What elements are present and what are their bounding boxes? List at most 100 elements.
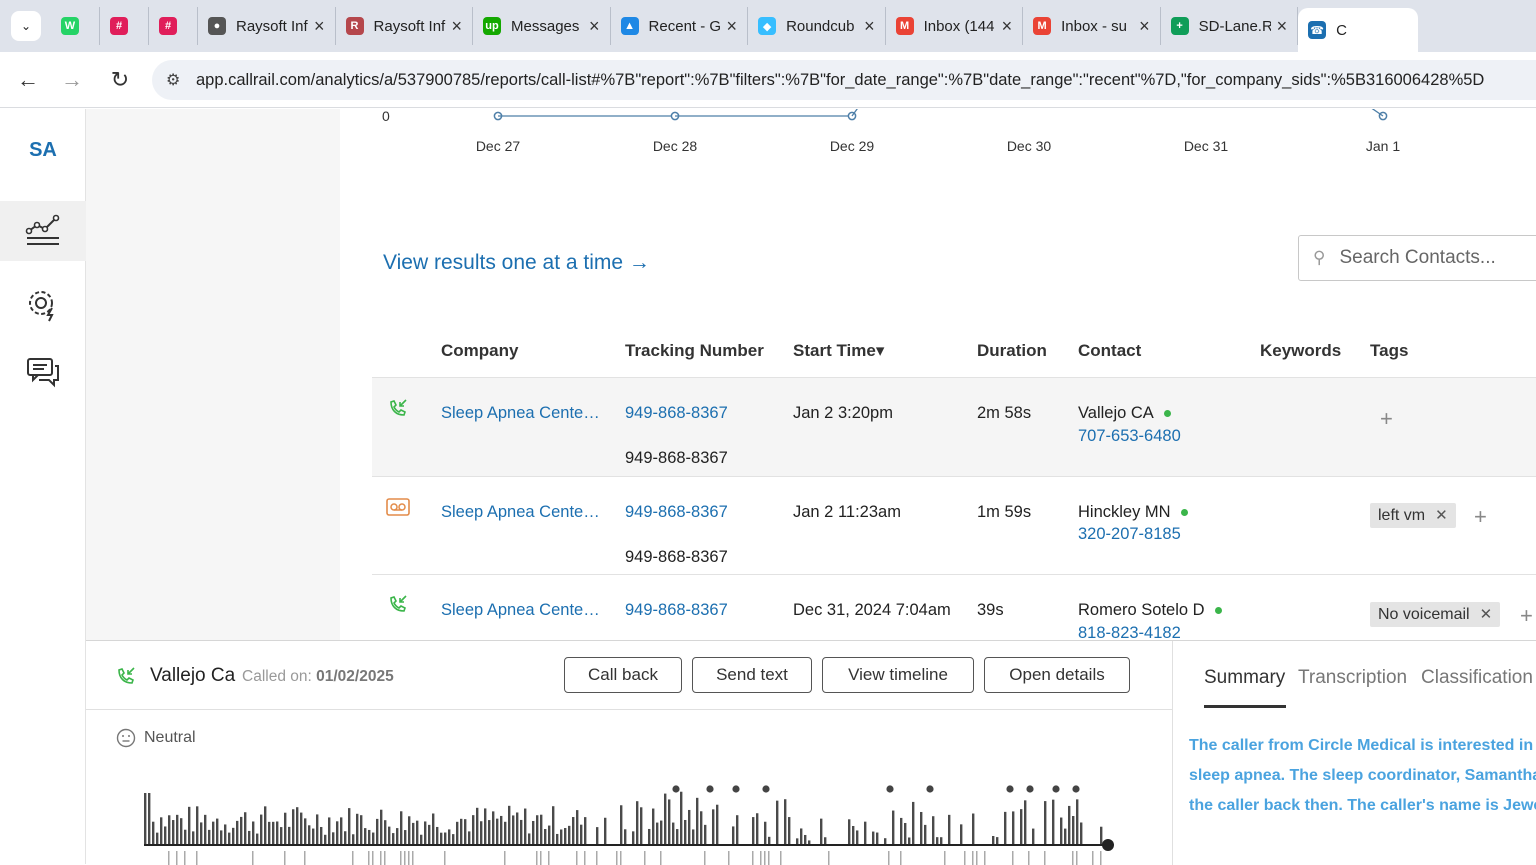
- browser-tab[interactable]: ☎ C: [1298, 8, 1419, 52]
- tracking-number-link[interactable]: 949-868-8367: [625, 601, 728, 619]
- col-header-tracking-number[interactable]: Tracking Number: [625, 341, 764, 360]
- waveform-tick: [900, 851, 902, 865]
- view-results-link[interactable]: View results one at a time →: [383, 251, 650, 274]
- call-back-button[interactable]: Call back: [564, 657, 682, 693]
- speaker-marker[interactable]: [886, 785, 894, 793]
- close-tab-icon[interactable]: ×: [589, 15, 600, 36]
- add-tag-button[interactable]: +: [1520, 603, 1533, 628]
- waveform-bar: [396, 828, 399, 845]
- open-details-button[interactable]: Open details: [984, 657, 1130, 693]
- browser-tab[interactable]: #: [149, 7, 198, 45]
- tab-summary[interactable]: Summary: [1204, 667, 1286, 688]
- browser-tab[interactable]: M Inbox (144 ×: [886, 7, 1024, 45]
- remove-tag-icon[interactable]: ✕: [1435, 507, 1448, 524]
- speaker-marker[interactable]: [1006, 785, 1014, 793]
- site-settings-icon[interactable]: ⚙: [166, 72, 181, 89]
- waveform-bar: [196, 806, 199, 845]
- contact-phone-link[interactable]: 707-653-6480: [1078, 427, 1181, 445]
- waveform-bar: [796, 838, 799, 845]
- company-link[interactable]: Sleep Apnea Cente…: [441, 601, 600, 619]
- tab-classification[interactable]: Classification: [1421, 667, 1533, 688]
- speaker-marker[interactable]: [1052, 785, 1060, 793]
- account-logo[interactable]: SA: [29, 139, 57, 161]
- forward-button[interactable]: →: [52, 60, 92, 100]
- tracking-number-link[interactable]: 949-868-8367: [625, 503, 728, 521]
- tracking-number-link[interactable]: 949-868-8367: [625, 404, 728, 422]
- waveform-bar: [476, 807, 479, 845]
- start-time: Jan 2 11:23am: [793, 503, 901, 521]
- close-tab-icon[interactable]: ×: [864, 15, 875, 36]
- company-link[interactable]: Sleep Apnea Cente…: [441, 503, 600, 521]
- speaker-marker[interactable]: [762, 785, 770, 793]
- tab-search-dropdown[interactable]: ⌄: [11, 11, 41, 41]
- speaker-marker[interactable]: [1072, 785, 1080, 793]
- browser-tab[interactable]: W: [51, 7, 100, 45]
- speaker-marker[interactable]: [706, 785, 714, 793]
- send-text-button[interactable]: Send text: [692, 657, 812, 693]
- speaker-marker[interactable]: [732, 785, 740, 793]
- sidebar-item-messages[interactable]: [0, 342, 86, 402]
- waveform-tick: [760, 851, 762, 865]
- search-contacts-input[interactable]: [1339, 247, 1536, 269]
- speaker-marker[interactable]: [672, 785, 680, 793]
- x-tick-label: Dec 28: [653, 138, 698, 154]
- view-timeline-button[interactable]: View timeline: [822, 657, 974, 693]
- browser-tab[interactable]: ◆ Roundcub ×: [748, 7, 886, 45]
- address-bar: ← → ↻ ⚙ app.callrail.com/analytics/a/537…: [0, 52, 1536, 108]
- browser-tab[interactable]: ▲ Recent - G ×: [611, 7, 749, 45]
- waveform-bar: [180, 818, 183, 845]
- close-tab-icon[interactable]: ×: [1276, 15, 1288, 36]
- waveform-bar: [936, 837, 939, 845]
- col-header-start-time[interactable]: Start Time▾: [793, 341, 885, 360]
- audio-waveform[interactable]: [144, 781, 1124, 865]
- back-button[interactable]: ←: [8, 60, 48, 100]
- add-tag-button[interactable]: +: [1474, 504, 1487, 529]
- sidebar-item-settings[interactable]: [0, 274, 86, 334]
- company-link[interactable]: Sleep Apnea Cente…: [441, 404, 600, 422]
- url-field[interactable]: ⚙ app.callrail.com/analytics/a/537900785…: [152, 60, 1536, 100]
- browser-tab[interactable]: ● Raysoft Inf ×: [198, 7, 336, 45]
- close-tab-icon[interactable]: ×: [1001, 15, 1013, 36]
- col-header-tags[interactable]: Tags: [1370, 341, 1409, 360]
- waveform-bar: [1076, 799, 1079, 845]
- tab-transcription[interactable]: Transcription: [1298, 667, 1408, 688]
- contact-phone-link[interactable]: 320-207-8185: [1078, 525, 1181, 543]
- browser-tab[interactable]: #: [100, 7, 149, 45]
- playhead-handle[interactable]: [1102, 839, 1114, 851]
- inbound-call-icon: [116, 666, 136, 691]
- waveform-bar: [284, 812, 287, 845]
- browser-tab[interactable]: + SD-Lane.R ×: [1161, 7, 1299, 45]
- col-header-keywords[interactable]: Keywords: [1260, 341, 1342, 360]
- tab-title: Inbox - su: [1061, 17, 1127, 35]
- waveform-bar: [372, 832, 375, 845]
- waveform-bar: [804, 834, 807, 845]
- table-row[interactable]: Sleep Apnea Cente… 949-868-8367 949-868-…: [372, 378, 1536, 477]
- waveform-bar: [324, 834, 327, 845]
- upwork-icon: up: [483, 17, 502, 35]
- close-tab-icon[interactable]: ×: [726, 15, 738, 36]
- speaker-marker[interactable]: [926, 785, 934, 793]
- col-header-contact[interactable]: Contact: [1078, 341, 1142, 360]
- col-header-company[interactable]: Company: [441, 341, 519, 360]
- app-sidebar: SA: [0, 109, 86, 864]
- remove-tag-icon[interactable]: ✕: [1479, 606, 1493, 623]
- speaker-marker[interactable]: [1026, 785, 1034, 793]
- waveform-tick: [660, 851, 662, 865]
- reload-button[interactable]: ↻: [100, 60, 140, 100]
- col-header-duration[interactable]: Duration: [977, 341, 1047, 360]
- table-row[interactable]: Sleep Apnea Cente… 949-868-8367 949-868-…: [372, 477, 1536, 575]
- sidebar-item-analytics[interactable]: [0, 201, 86, 261]
- globe-icon: ●: [208, 17, 226, 35]
- close-tab-icon[interactable]: ×: [314, 15, 325, 36]
- waveform-tick: [728, 851, 730, 865]
- close-tab-icon[interactable]: ×: [1139, 15, 1150, 36]
- browser-tab[interactable]: R Raysoft Inf ×: [336, 7, 474, 45]
- contact-phone-link[interactable]: 818-823-4182: [1078, 624, 1181, 640]
- tab-list: W # # ● Raysoft Inf × R Raysoft Inf × up Messages ×…: [51, 0, 1419, 52]
- close-tab-icon[interactable]: ×: [451, 15, 463, 36]
- add-tag-button[interactable]: +: [1380, 406, 1393, 431]
- waveform-bar: [452, 834, 455, 845]
- table-row[interactable]: Sleep Apnea Cente… 949-868-8367 Dec 31, …: [372, 575, 1536, 640]
- browser-tab[interactable]: M Inbox - su ×: [1023, 7, 1161, 45]
- browser-tab[interactable]: up Messages ×: [473, 7, 611, 45]
